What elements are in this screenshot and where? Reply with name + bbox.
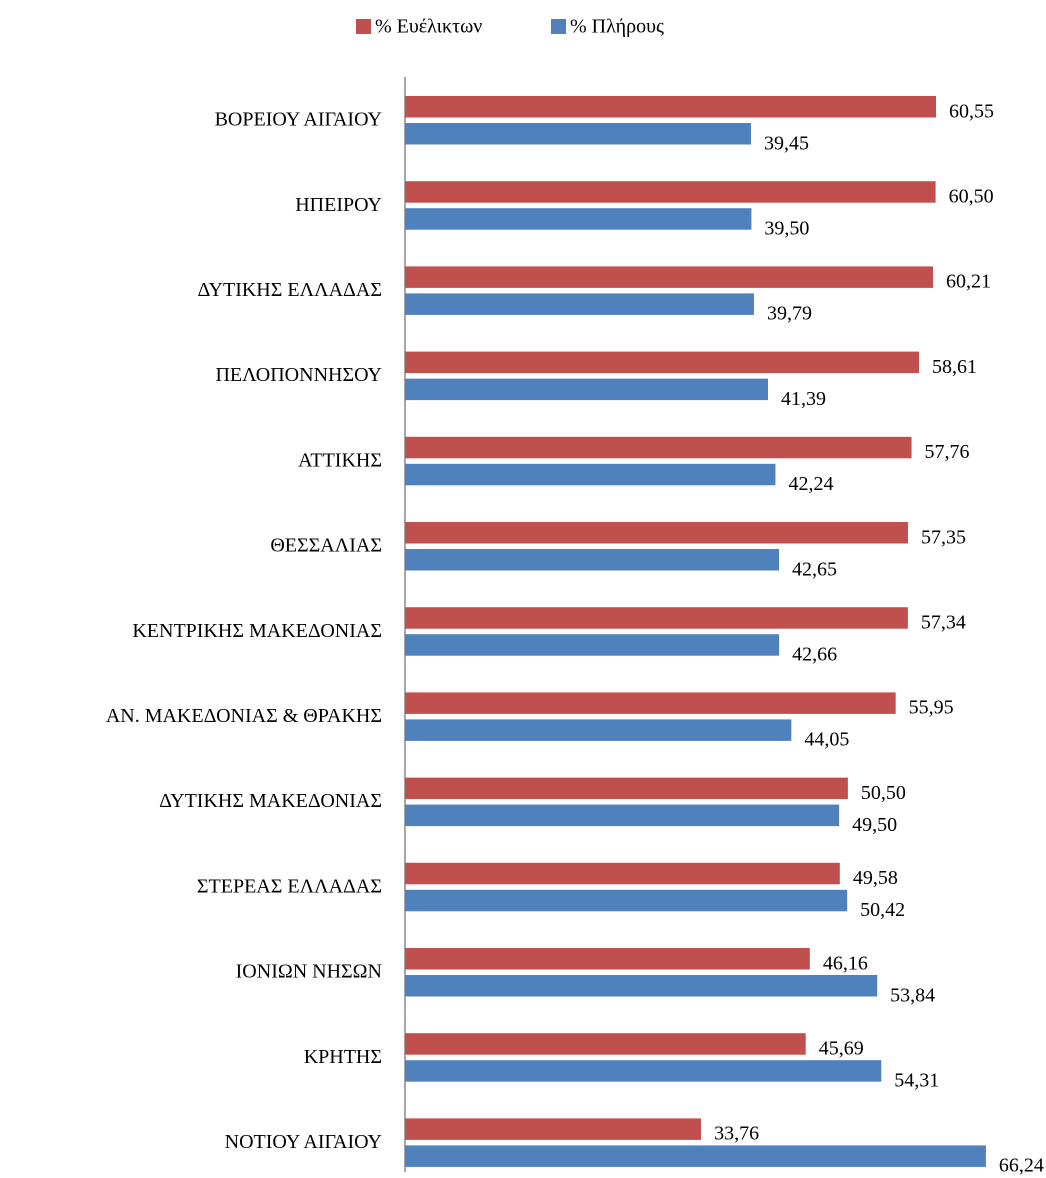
- legend-label: % Πλήρους: [570, 16, 664, 38]
- category-label: ΝΟΤΙΟΥ ΑΙΓΑΙΟΥ: [225, 1131, 382, 1153]
- category-label: ΔΥΤΙΚΗΣ ΕΛΛΑΔΑΣ: [198, 279, 382, 301]
- bar: [405, 266, 934, 288]
- legend-swatch: [356, 19, 371, 34]
- bar: [405, 123, 751, 145]
- bar: [405, 293, 754, 315]
- bar: [405, 549, 780, 571]
- bar: [405, 719, 792, 741]
- bar: [405, 634, 780, 656]
- bar: [405, 351, 920, 374]
- bar: [405, 208, 752, 230]
- bar: [405, 975, 878, 997]
- bar: [405, 804, 840, 827]
- bar: [405, 948, 810, 970]
- data-label: 60,21: [946, 271, 991, 293]
- bar: [405, 862, 840, 885]
- data-label: 49,58: [853, 867, 898, 889]
- legend-label: % Ευέλικτων: [375, 16, 482, 38]
- bar: [405, 1145, 986, 1167]
- bar: [405, 436, 912, 459]
- data-label: 57,76: [925, 441, 970, 463]
- category-label: ΣΤΕΡΕΑΣ ΕΛΛΑΔΑΣ: [197, 875, 382, 897]
- category-label: ΑΤΤΙΚΗΣ: [298, 449, 382, 471]
- bar: [405, 181, 936, 203]
- data-label: 58,61: [932, 356, 977, 378]
- data-label: 42,24: [788, 473, 833, 495]
- bar: [405, 378, 768, 401]
- bar: [405, 96, 937, 118]
- category-label: ΒΟΡΕΙΟΥ ΑΙΓΑΙΟΥ: [215, 109, 382, 131]
- category-label: ΔΥΤΙΚΗΣ ΜΑΚΕΔΟΝΙΑΣ: [159, 790, 382, 812]
- data-label: 54,31: [894, 1070, 939, 1092]
- data-label: 57,35: [921, 526, 966, 548]
- data-label: 55,95: [909, 697, 954, 719]
- bar: [405, 1060, 882, 1082]
- data-label: 42,66: [792, 644, 837, 666]
- category-label: ΘΕΣΣΑΛΙΑΣ: [270, 535, 382, 557]
- bar: [405, 777, 848, 800]
- data-label: 41,39: [781, 388, 826, 410]
- data-label: 50,42: [860, 899, 905, 921]
- data-label: 39,79: [767, 303, 812, 325]
- bar: [405, 522, 908, 544]
- data-label: 53,84: [890, 984, 935, 1006]
- data-label: 46,16: [823, 952, 868, 974]
- bar: [405, 692, 896, 714]
- data-label: 42,65: [792, 558, 837, 580]
- bar: [405, 463, 776, 486]
- category-label: ΠΕΛΟΠΟΝΝΗΣΟΥ: [215, 364, 382, 386]
- bar: [405, 1033, 806, 1055]
- data-label: 66,24: [999, 1155, 1044, 1177]
- category-label: ΑΝ. ΜΑΚΕΔΟΝΙΑΣ & ΘΡΑΚΗΣ: [106, 705, 382, 727]
- data-label: 57,34: [921, 612, 966, 634]
- category-label: ΚΡΗΤΗΣ: [304, 1046, 382, 1068]
- bar: [405, 889, 848, 912]
- data-label: 60,50: [949, 186, 994, 208]
- category-label: ΙΟΝΙΩΝ ΝΗΣΩΝ: [236, 961, 382, 983]
- data-label: 33,76: [714, 1123, 759, 1145]
- data-label: 39,45: [764, 132, 809, 154]
- data-label: 45,69: [819, 1038, 864, 1060]
- data-label: 49,50: [852, 814, 897, 836]
- data-label: 39,50: [764, 218, 809, 240]
- legend-swatch: [551, 19, 566, 34]
- data-label: 60,55: [949, 100, 994, 122]
- data-label: 50,50: [861, 782, 906, 804]
- category-label: ΗΠΕΙΡΟΥ: [295, 194, 382, 216]
- category-label: ΚΕΝΤΡΙΚΗΣ ΜΑΚΕΔΟΝΙΑΣ: [132, 620, 382, 642]
- bar: [405, 607, 908, 629]
- data-label: 44,05: [804, 729, 849, 751]
- bar: [405, 1118, 702, 1140]
